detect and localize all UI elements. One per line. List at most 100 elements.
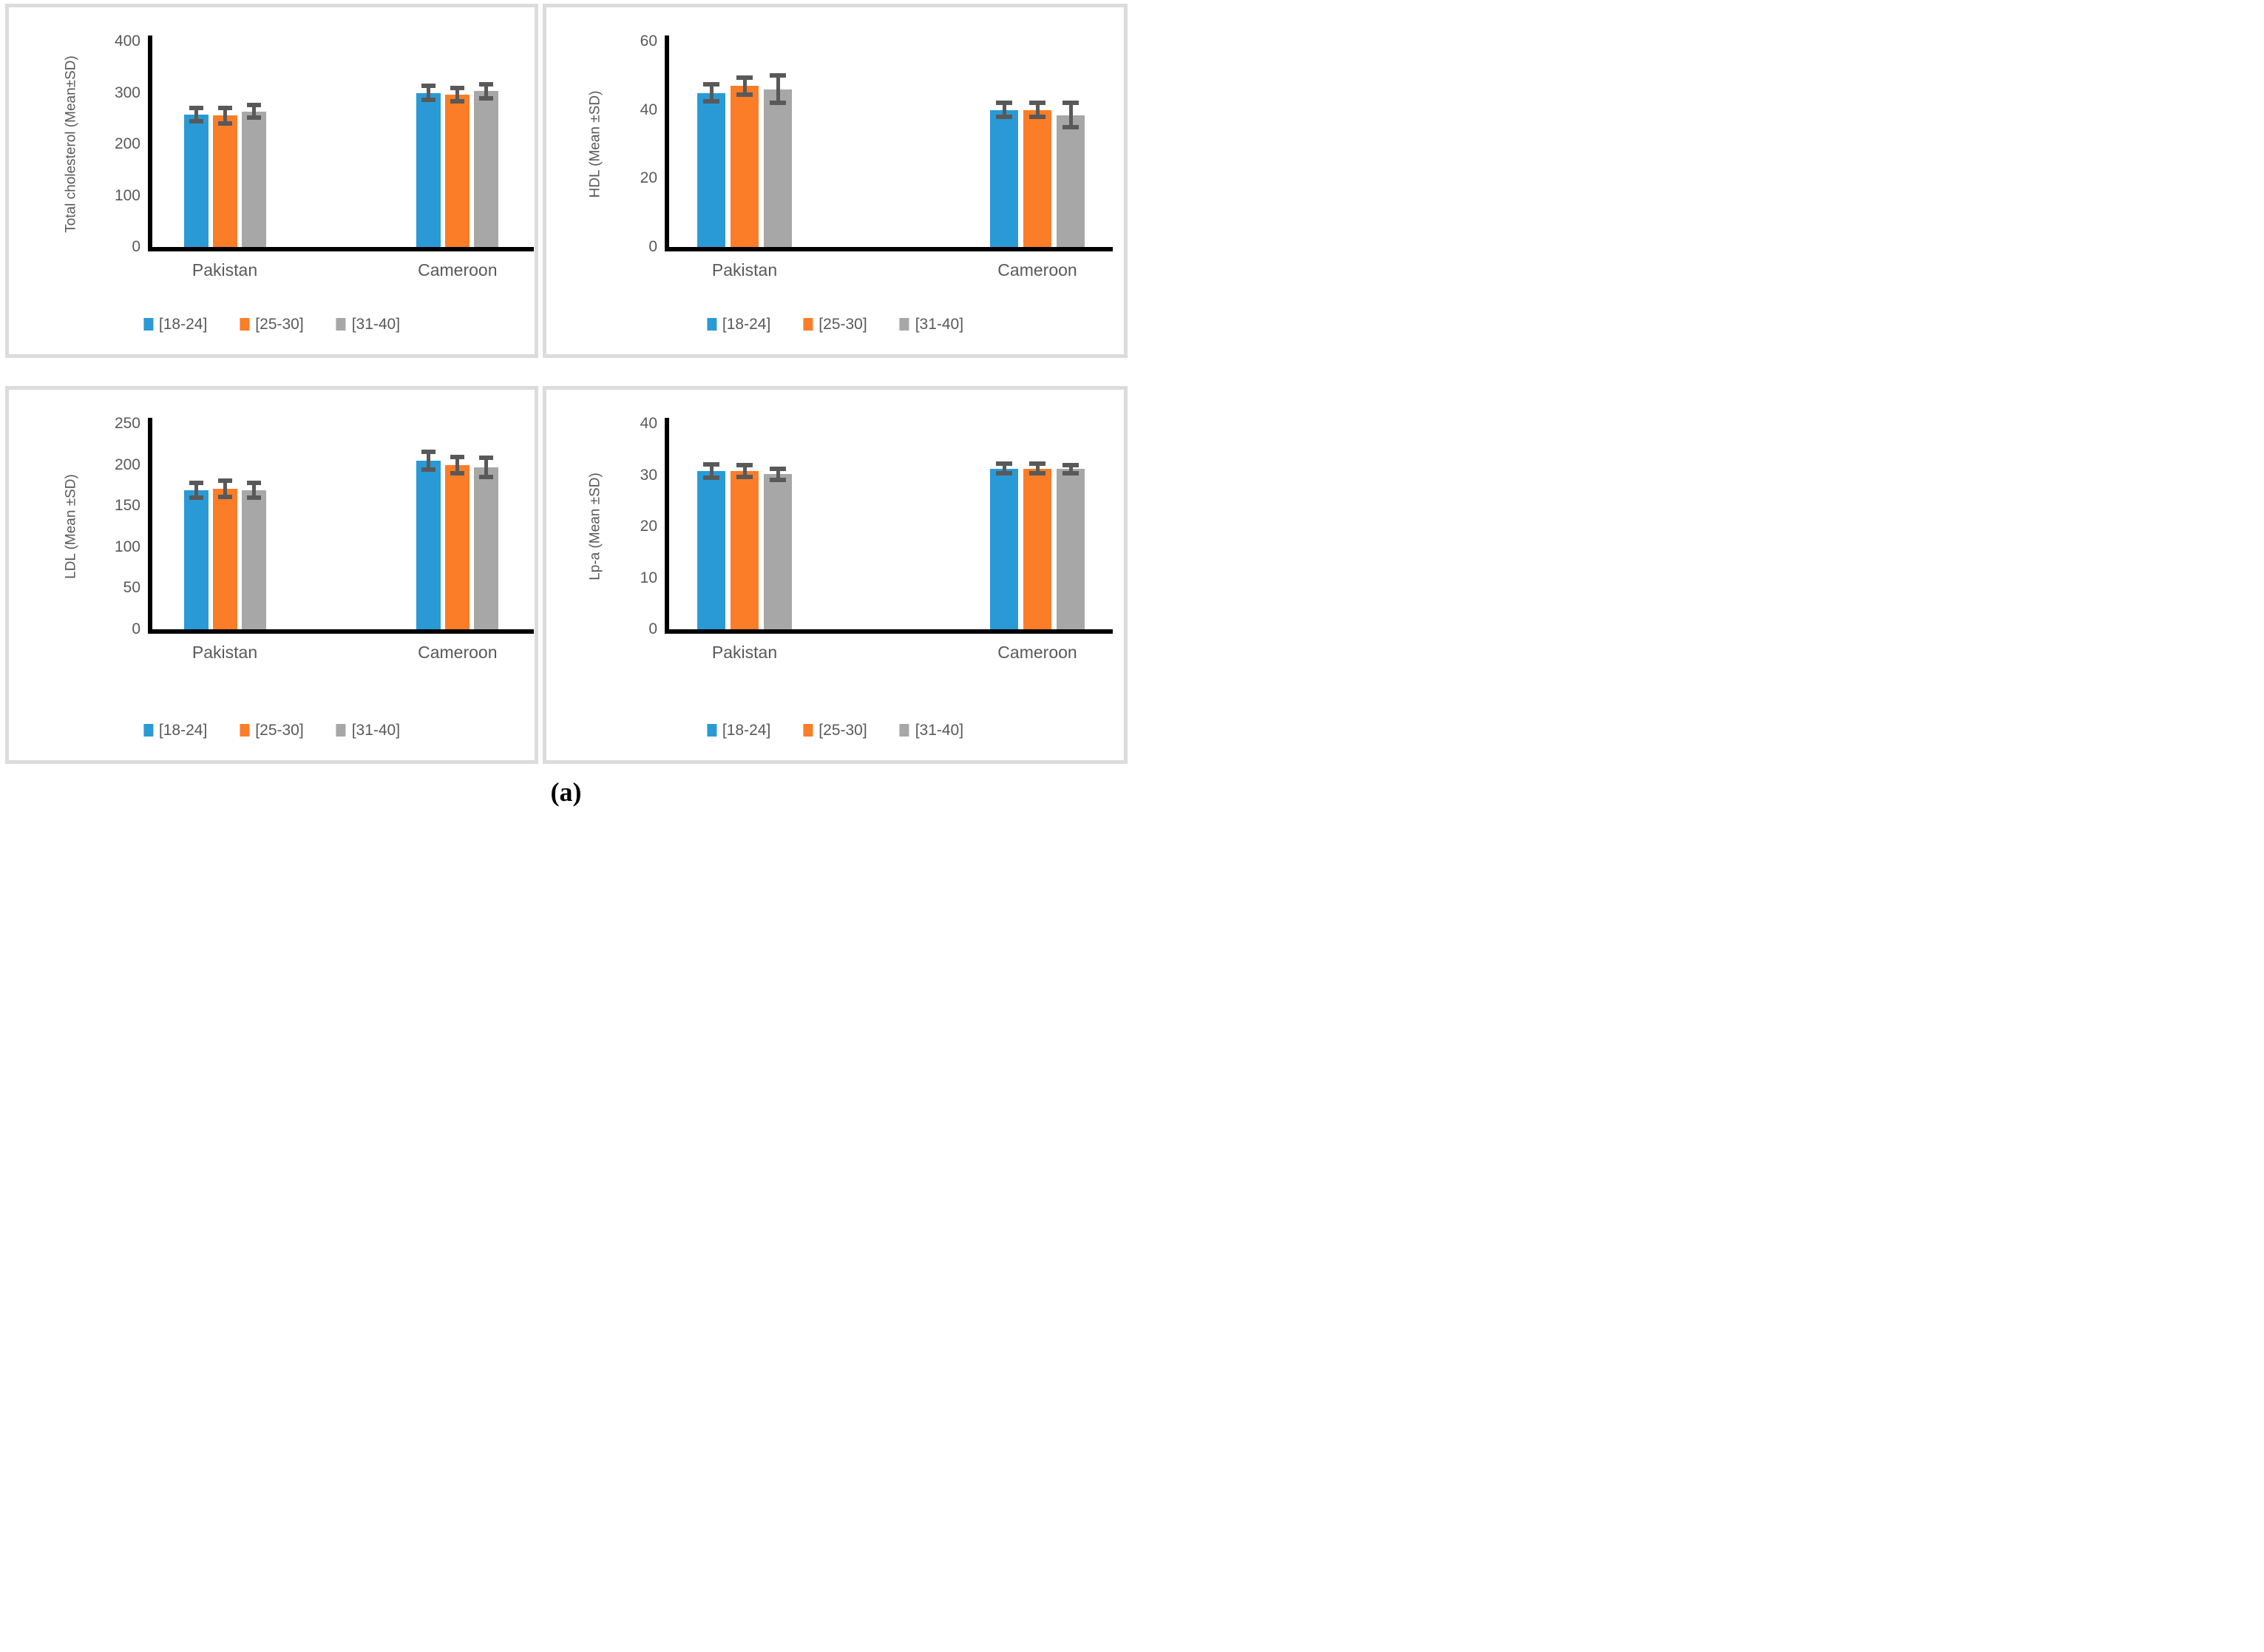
- bar-25-30-cameroon: [1023, 468, 1051, 629]
- chart-panel-hdl: HDL (Mean ±SD) 0 20 40 60 Pakistan Cameroon [18…: [543, 4, 1128, 358]
- x-category-label: Cameroon: [997, 643, 1077, 662]
- error-bar-cap-bottom: [1062, 124, 1079, 129]
- error-bar-line: [1035, 103, 1040, 117]
- error-bar-cap-bottom: [703, 475, 719, 480]
- y-tick-label: 50: [123, 579, 140, 597]
- legend-item: [25-30]: [803, 316, 867, 332]
- legend-swatch-18-24: [706, 318, 716, 331]
- error-bar-cap-top: [247, 103, 261, 108]
- y-tick-label: 150: [114, 497, 140, 515]
- y-tick-label: 100: [114, 186, 140, 204]
- error-bar-cap-bottom: [479, 95, 493, 101]
- legend: [18-24] [25-30] [31-40]: [143, 316, 400, 332]
- error-bar-cap-top: [421, 83, 435, 88]
- legend-label: [31-40]: [915, 722, 964, 739]
- error-bar-line: [484, 457, 488, 478]
- bar-25-30-cameroon: [1023, 109, 1051, 247]
- bar-31-40-cameroon: [474, 467, 498, 629]
- y-tick-label: 300: [114, 84, 140, 101]
- error-bar-cap-top: [421, 449, 435, 454]
- bar-31-40-pakistan: [764, 474, 792, 629]
- error-bar-cap-bottom: [736, 475, 753, 480]
- bar-31-40-pakistan: [242, 111, 266, 247]
- bar-31-40-cameroon: [1057, 115, 1085, 247]
- legend: [18-24] [25-30] [31-40]: [706, 316, 964, 333]
- error-bar-cap-top: [1029, 461, 1045, 467]
- error-bar-line: [742, 77, 747, 95]
- error-bar-cap-bottom: [996, 114, 1012, 119]
- legend-item: [25-30]: [803, 722, 867, 738]
- chart-panel-total-cholesterol: Total cholesterol (Mean±SD) 0 100 200 300 400…: [5, 4, 538, 358]
- error-bar-cap-bottom: [1062, 470, 1079, 475]
- error-bar-cap-top: [479, 82, 493, 87]
- legend-item: [31-40]: [336, 316, 400, 332]
- legend-swatch-25-30: [240, 724, 250, 737]
- error-bar-line: [484, 84, 488, 98]
- error-bar-cap-top: [1062, 101, 1079, 106]
- legend-item: [25-30]: [240, 722, 304, 739]
- bar-25-30-pakistan: [213, 115, 237, 247]
- error-bar-cap-bottom: [736, 92, 753, 97]
- error-bar-cap-bottom: [450, 470, 464, 475]
- bar-18-24-cameroon: [990, 109, 1018, 247]
- error-bar-cap-bottom: [450, 98, 464, 104]
- figure-panel-grid: Total cholesterol (Mean±SD) 0 100 200 300 400…: [0, 0, 1132, 826]
- error-bar-line: [223, 480, 227, 497]
- error-bar-line: [427, 451, 430, 470]
- error-bar-cap-bottom: [703, 99, 719, 104]
- error-bar-cap-top: [218, 478, 232, 483]
- legend-label: [25-30]: [255, 316, 304, 333]
- bar-31-40-pakistan: [242, 490, 266, 629]
- error-bar-cap-bottom: [421, 98, 435, 103]
- legend-item: [18-24]: [143, 722, 207, 738]
- error-bar-line: [1068, 103, 1073, 127]
- legend-label: [25-30]: [255, 722, 304, 739]
- plot-area: [148, 418, 534, 634]
- error-bar-cap-bottom: [770, 101, 786, 106]
- bar-31-40-cameroon: [474, 91, 498, 247]
- error-bar-line: [742, 464, 747, 478]
- legend-swatch-31-40: [336, 724, 346, 737]
- error-bar-cap-top: [218, 105, 232, 110]
- error-bar-cap-top: [450, 454, 464, 459]
- legend-item: [18-24]: [706, 316, 770, 332]
- error-bar-cap-bottom: [247, 495, 261, 501]
- error-bar-line: [194, 107, 198, 121]
- error-bar-cap-top: [703, 461, 719, 467]
- error-bar-cap-top: [1062, 462, 1079, 467]
- error-bar-line: [455, 456, 459, 473]
- y-tick-label: 40: [640, 415, 657, 432]
- error-bar-cap-top: [703, 81, 719, 87]
- error-bar-cap-top: [996, 101, 1012, 106]
- error-bar-cap-bottom: [189, 495, 203, 501]
- chart-panel-lp-a: Lp-a (Mean ±SD) 0 10 20 30 40 Pakistan Cameroon…: [543, 386, 1128, 764]
- error-bar-cap-bottom: [218, 121, 232, 126]
- legend-swatch-31-40: [899, 318, 909, 331]
- legend-label: [18-24]: [158, 722, 208, 739]
- y-tick-label: 30: [640, 466, 657, 484]
- legend: [18-24] [25-30] [31-40]: [143, 722, 400, 738]
- y-tick-label: 200: [114, 456, 140, 473]
- error-bar-line: [223, 107, 227, 123]
- legend-item: [31-40]: [899, 722, 964, 739]
- error-bar-line: [252, 483, 256, 498]
- error-bar-line: [709, 84, 714, 102]
- legend-label: [31-40]: [915, 316, 964, 333]
- y-tick-label: 10: [640, 569, 657, 586]
- error-bar-cap-bottom: [247, 115, 261, 120]
- bar-25-30-cameroon: [445, 464, 470, 629]
- bar-18-24-pakistan: [697, 470, 725, 629]
- error-bar-cap-top: [770, 466, 786, 471]
- bar-18-24-cameroon: [416, 92, 441, 247]
- plot-area: [148, 35, 534, 251]
- legend-item: [25-30]: [240, 316, 304, 333]
- bar-18-24-pakistan: [184, 114, 209, 247]
- bar-18-24-cameroon: [990, 468, 1018, 629]
- error-bar-line: [252, 105, 256, 118]
- error-bar-cap-top: [996, 461, 1012, 467]
- legend-swatch-25-30: [803, 724, 813, 737]
- error-bar-line: [455, 87, 459, 101]
- legend-swatch-25-30: [803, 318, 813, 331]
- bar-18-24-pakistan: [697, 92, 725, 247]
- legend-item: [31-40]: [899, 316, 964, 333]
